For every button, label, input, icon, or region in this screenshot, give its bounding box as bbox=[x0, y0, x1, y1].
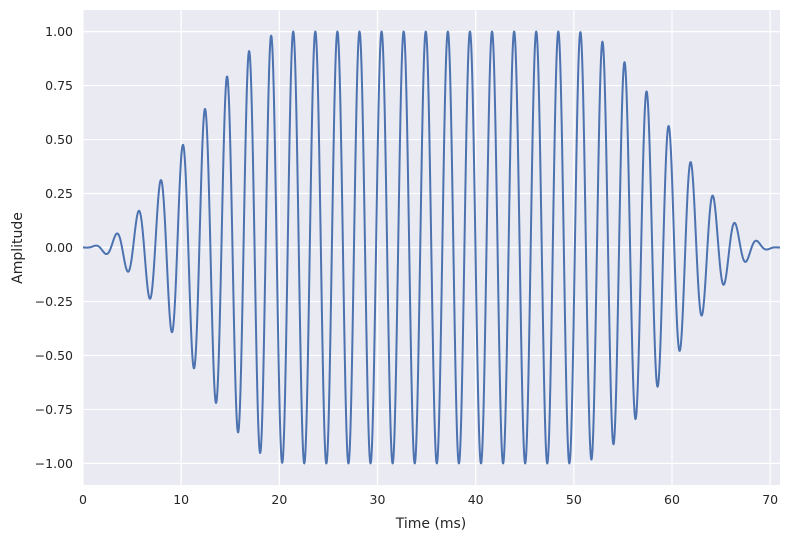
y-tick-label: 0.75 bbox=[45, 78, 73, 93]
x-axis-label: Time (ms) bbox=[395, 516, 467, 532]
x-tick-label: 50 bbox=[566, 492, 582, 507]
x-tick-label: 10 bbox=[173, 492, 189, 507]
y-tick-label: −1.00 bbox=[35, 456, 73, 471]
y-tick-label: −0.25 bbox=[35, 294, 73, 309]
x-tick-label: 0 bbox=[79, 492, 87, 507]
y-tick-label: −0.50 bbox=[35, 348, 73, 363]
y-tick-label: 1.00 bbox=[45, 24, 73, 39]
y-axis-label: Amplitude bbox=[10, 212, 26, 284]
x-axis-ticks: 0 10 20 30 40 50 60 70 bbox=[79, 492, 778, 507]
y-axis-ticks: 1.00 0.75 0.50 0.25 0.00 −0.25 −0.50 −0.75 −1.00 bbox=[35, 24, 73, 471]
x-tick-label: 40 bbox=[468, 492, 484, 507]
x-tick-label: 70 bbox=[762, 492, 778, 507]
x-tick-label: 30 bbox=[370, 492, 386, 507]
series-line-signal bbox=[82, 30, 781, 465]
y-tick-label: −0.75 bbox=[35, 402, 73, 417]
x-tick-label: 60 bbox=[664, 492, 680, 507]
y-tick-label: 0.50 bbox=[45, 132, 73, 147]
x-tick-label: 20 bbox=[271, 492, 287, 507]
y-tick-label: 0.00 bbox=[45, 240, 73, 255]
y-tick-label: 0.25 bbox=[45, 186, 73, 201]
